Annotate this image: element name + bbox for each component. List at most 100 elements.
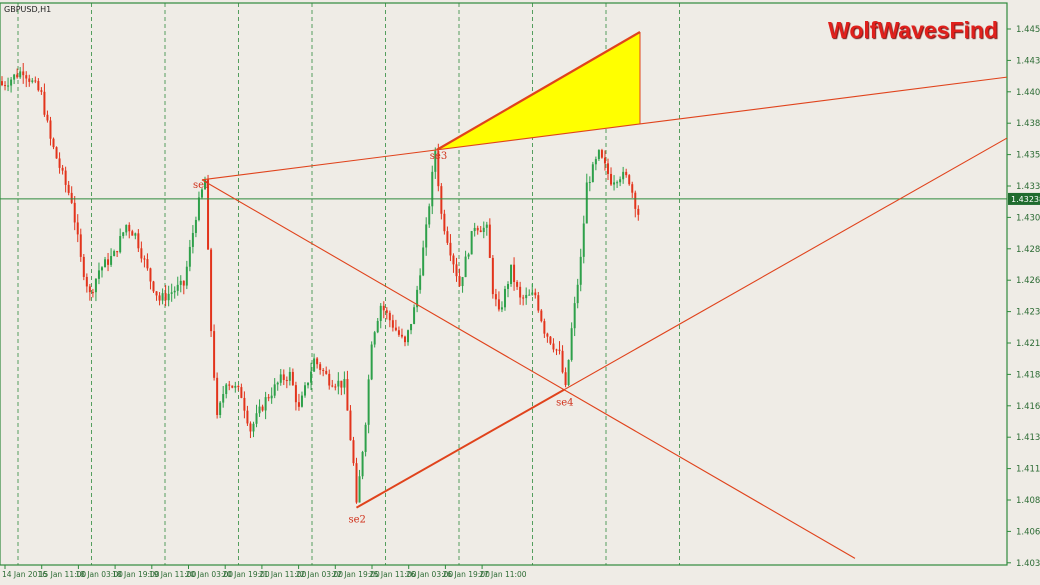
candle-bull <box>313 358 316 372</box>
candle-bear <box>46 114 49 121</box>
line-se1-se4 <box>201 179 856 559</box>
y-tick-label: 1.42360 <box>1016 308 1040 318</box>
candle-bull <box>125 224 128 233</box>
candle-bear <box>76 222 79 235</box>
candle-bear <box>437 150 440 187</box>
candle-bear <box>628 175 631 185</box>
y-tick-label: 1.42605 <box>1016 276 1040 286</box>
wave-point-label-se1: se1 <box>193 180 210 191</box>
candle-bear <box>540 310 543 322</box>
candle-bull <box>407 330 410 343</box>
candle-bull <box>364 424 367 452</box>
x-tick-label: 15 Jan 11:00 <box>39 570 87 579</box>
candle-bear <box>140 248 143 259</box>
candle-bull <box>276 382 279 385</box>
y-tick-label: 1.41380 <box>1016 433 1040 443</box>
candle-bear <box>237 385 240 388</box>
candle-bull <box>576 284 579 304</box>
candle-bear <box>146 259 149 269</box>
x-tick-label: 20 Jan 19:00 <box>222 570 270 579</box>
candle-bear <box>240 387 243 398</box>
candle-bear <box>228 384 231 386</box>
candle-bear <box>67 184 70 193</box>
candle-bear <box>352 440 355 464</box>
candle-bull <box>622 171 625 180</box>
candle-bear <box>537 295 540 311</box>
candle-bear <box>455 264 458 277</box>
candle-bull <box>264 397 267 411</box>
candle-bear <box>452 255 455 265</box>
y-tick-label: 1.44320 <box>1016 56 1040 66</box>
wave-point-label-se4: se4 <box>556 398 573 409</box>
candle-bear <box>522 297 525 299</box>
candle-bear <box>64 170 67 185</box>
y-tick-label: 1.43830 <box>1016 119 1040 129</box>
x-tick-label: 22 Jan 03:00 <box>296 570 344 579</box>
y-tick-label: 1.42115 <box>1016 339 1040 349</box>
candle-bull <box>204 179 207 190</box>
candle-bear <box>152 281 155 292</box>
candle-bear <box>494 294 497 300</box>
x-tick-label: 27 Jan 11:00 <box>479 570 527 579</box>
candle-bear <box>164 293 167 301</box>
candle-bull <box>370 344 373 380</box>
candle-bear <box>449 242 452 256</box>
candle-bear <box>282 374 285 380</box>
candle-bear <box>394 327 397 331</box>
candle-bull <box>410 323 413 331</box>
candle-bull <box>300 395 303 407</box>
candle-bull <box>467 254 470 257</box>
candle-bull <box>376 320 379 333</box>
candle-bull <box>373 332 376 345</box>
candle-bull <box>503 288 506 308</box>
candle-bull <box>416 289 419 308</box>
candle-bear <box>285 379 288 381</box>
x-tick-label: 22 Jan 19:00 <box>332 570 380 579</box>
candle-bear <box>349 410 352 441</box>
candle-bull <box>176 284 179 291</box>
candle-bear <box>488 224 491 258</box>
candle-bull <box>310 371 313 383</box>
candle-bull <box>255 413 258 424</box>
candle-bull <box>134 233 137 236</box>
candle-bull <box>279 374 282 383</box>
candle-bear <box>516 282 519 287</box>
candle-bear <box>182 280 185 286</box>
candle-bull <box>470 231 473 255</box>
candle-bear <box>246 410 249 424</box>
candle-bear <box>70 192 73 203</box>
x-tick-label: 14 Jan 2016 <box>2 570 47 579</box>
y-tick-label: 1.43095 <box>1016 213 1040 223</box>
target-line <box>436 31 641 151</box>
candle-bear <box>625 171 628 176</box>
candle-bear <box>207 179 210 250</box>
candle-bull <box>582 223 585 257</box>
y-tick-label: 1.43340 <box>1016 182 1040 192</box>
candle-bear <box>328 373 331 386</box>
candle-bull <box>585 182 588 224</box>
candle-bear <box>346 379 349 411</box>
candle-bull <box>7 85 10 87</box>
candle-bear <box>443 213 446 232</box>
candle-bull <box>273 384 276 396</box>
candle-bear <box>158 295 161 301</box>
candle-bull <box>194 219 197 233</box>
x-tick-label: 26 Jan 03:00 <box>406 570 454 579</box>
candle-bear <box>231 385 234 388</box>
candle-bear <box>385 310 388 313</box>
candle-bull <box>461 277 464 287</box>
candle-bull <box>500 307 503 310</box>
current-price-tag <box>1008 192 1040 205</box>
candle-bull <box>567 359 570 386</box>
candle-bear <box>291 371 294 386</box>
candle-bull <box>161 293 164 301</box>
candle-bull <box>173 290 176 293</box>
indicator-brand-label: WolfWavesFind <box>828 17 998 43</box>
candle-bear <box>610 173 613 185</box>
candle-bull <box>507 283 510 289</box>
candles <box>1 63 640 504</box>
candle-bull <box>185 266 188 286</box>
candle-bear <box>128 224 131 232</box>
candle-bear <box>261 406 264 411</box>
